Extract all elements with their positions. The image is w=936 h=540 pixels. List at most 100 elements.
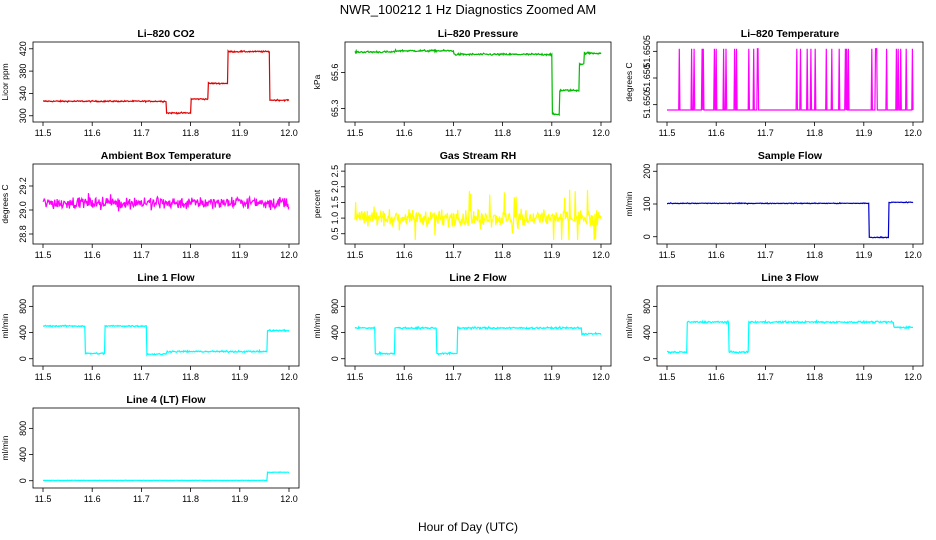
x-tick-label: 11.9 — [543, 128, 560, 138]
panel-1: Li–820 CO2 Licor ppm 11.5 11.6 11.7 11.8 11.9 1… — [0, 28, 300, 138]
x-tick-label: 11.9 — [855, 128, 872, 138]
plot-frame — [32, 163, 300, 245]
figure-title: NWR_100212 1 Hz Diagnostics Zoomed AM — [340, 2, 597, 17]
plot-frame — [656, 285, 924, 367]
y-tick-label: 2.0 — [330, 181, 340, 194]
y-axis-label: degrees C — [624, 62, 634, 101]
x-tick-label: 11.5 — [35, 250, 52, 260]
y-tick-label: 1.5 — [330, 196, 340, 209]
x-tick-label: 11.7 — [133, 128, 150, 138]
y-axis-label: ml/min — [0, 313, 10, 338]
y-tick-label: 400 — [18, 325, 28, 340]
x-tick-label: 11.8 — [182, 372, 199, 382]
y-tick-label: 800 — [18, 299, 28, 314]
x-tick-label: 11.6 — [396, 128, 413, 138]
y-axis-label: Licor ppm — [0, 63, 10, 100]
x-tick-label: 11.8 — [494, 372, 511, 382]
x-tick-label: 11.5 — [659, 250, 676, 260]
x-tick-label: 11.5 — [35, 128, 52, 138]
series-line — [354, 189, 602, 241]
y-axis-label: degrees C — [0, 184, 10, 223]
x-tick-label: 11.7 — [133, 372, 150, 382]
x-tick-label: 11.8 — [182, 128, 199, 138]
x-tick-label: 11.6 — [84, 494, 101, 504]
x-tick-label: 11.6 — [84, 128, 101, 138]
y-tick-label: 51.650 — [642, 91, 652, 119]
x-tick-label: 11.6 — [396, 250, 413, 260]
x-tick-label: 11.5 — [35, 494, 52, 504]
x-tick-label: 12.0 — [904, 372, 922, 382]
y-axis-label: ml/min — [312, 313, 322, 338]
panel-5: Gas Stream RH percent 11.5 11.6 11.7 11.8 11.9… — [312, 150, 612, 260]
x-tick-label: 11.6 — [708, 128, 725, 138]
x-tick-label: 11.6 — [708, 372, 725, 382]
panel-4: Ambient Box Temperature degrees C 11.5 11.6… — [0, 150, 300, 260]
panel-title: Li–820 Temperature — [741, 28, 840, 40]
panel-title: Line 3 Flow — [761, 272, 819, 284]
y-tick-label: 340 — [18, 86, 28, 101]
x-tick-label: 11.6 — [708, 250, 725, 260]
y-tick-label: 0 — [330, 356, 340, 361]
x-tick-label: 11.7 — [757, 250, 774, 260]
x-tick-label: 11.7 — [445, 128, 462, 138]
series-line — [667, 201, 914, 239]
x-tick-label: 12.0 — [592, 128, 610, 138]
x-tick-label: 11.9 — [231, 128, 248, 138]
panel-title: Sample Flow — [758, 150, 823, 162]
x-tick-label: 11.5 — [35, 372, 52, 382]
plot-frame — [32, 41, 300, 123]
x-tick-label: 11.9 — [855, 372, 872, 382]
y-axis-label: ml/min — [0, 435, 10, 460]
y-tick-label: 800 — [330, 299, 340, 314]
series-line — [667, 48, 914, 111]
x-tick-label: 11.9 — [543, 250, 560, 260]
plot-frame — [656, 41, 924, 123]
x-tick-label: 12.0 — [592, 250, 610, 260]
y-tick-label: 100 — [642, 196, 652, 211]
series-line — [354, 48, 602, 117]
plot-frame — [32, 285, 300, 367]
panel-8: Line 2 Flow ml/min 11.5 11.6 11.7 11.8 11.9 12.… — [312, 272, 612, 382]
x-tick-label: 11.9 — [231, 250, 248, 260]
x-tick-label: 11.6 — [84, 372, 101, 382]
panel-7: Line 1 Flow ml/min 11.5 11.6 11.7 11.8 11.9 12.… — [0, 272, 300, 382]
x-tick-label: 11.6 — [396, 372, 413, 382]
plot-frame — [344, 163, 612, 245]
panel-title: Ambient Box Temperature — [101, 150, 232, 162]
y-axis-label: ml/min — [624, 191, 634, 216]
y-tick-label: 800 — [642, 299, 652, 314]
series-line — [42, 324, 290, 357]
series-line — [354, 325, 602, 356]
series-line — [42, 471, 290, 482]
series-line — [666, 319, 914, 355]
x-tick-label: 11.9 — [543, 372, 560, 382]
y-tick-label: 29.2 — [18, 177, 28, 195]
y-tick-label: 0 — [642, 234, 652, 239]
plot-frame — [344, 285, 612, 367]
panel-title: Line 1 Flow — [137, 272, 195, 284]
x-tick-label: 11.5 — [659, 372, 676, 382]
y-tick-label: 51.650 — [642, 64, 652, 92]
x-tick-label: 11.8 — [806, 128, 823, 138]
y-tick-label: 28.8 — [18, 225, 28, 243]
y-tick-label: 400 — [642, 325, 652, 340]
y-axis-label: kPa — [312, 74, 322, 89]
x-tick-label: 11.7 — [445, 250, 462, 260]
x-tick-label: 11.7 — [757, 372, 774, 382]
y-tick-label: 0 — [642, 356, 652, 361]
x-tick-label: 11.5 — [347, 250, 364, 260]
y-tick-label: 380 — [18, 64, 28, 79]
x-axis-label: Hour of Day (UTC) — [418, 520, 518, 534]
x-tick-label: 12.0 — [904, 250, 922, 260]
series-line — [42, 49, 290, 115]
y-tick-label: 1.0 — [330, 212, 340, 225]
x-tick-label: 11.9 — [231, 494, 248, 504]
x-tick-label: 11.7 — [133, 494, 150, 504]
x-tick-label: 11.8 — [494, 128, 511, 138]
x-tick-label: 12.0 — [280, 372, 298, 382]
x-tick-label: 11.7 — [757, 128, 774, 138]
panel-3: Li–820 Temperature degrees C 11.5 11.6 11.7 1… — [624, 28, 924, 138]
y-tick-label: 51.6505 — [642, 35, 652, 68]
panel-title: Gas Stream RH — [440, 150, 516, 162]
y-axis-label: ml/min — [624, 313, 634, 338]
